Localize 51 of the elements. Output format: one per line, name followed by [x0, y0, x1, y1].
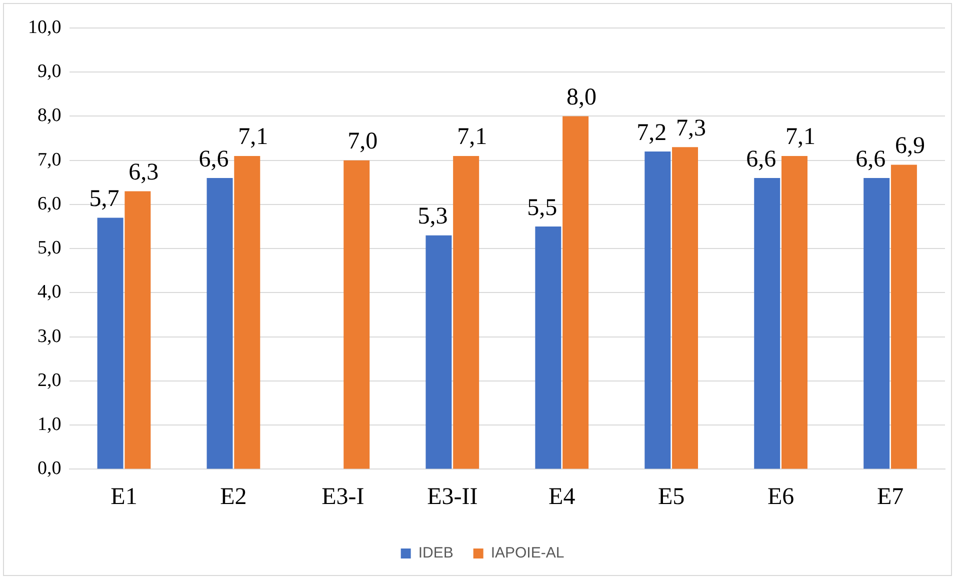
bar	[672, 147, 698, 469]
y-tick-label: 6,0	[38, 193, 62, 214]
data-label: 7,0	[348, 128, 378, 155]
data-label: 6,6	[198, 146, 229, 172]
data-label: 7,2	[636, 120, 667, 146]
bar	[124, 191, 151, 469]
data-label: 5,3	[418, 204, 448, 230]
y-tick-label: 9,0	[38, 61, 62, 82]
legend-label: IAPOIE-AL	[490, 544, 564, 562]
x-tick-label: E5	[658, 484, 685, 510]
bar	[562, 116, 589, 469]
bar	[206, 178, 233, 469]
bar	[864, 178, 890, 469]
y-tick-label: 3,0	[38, 326, 62, 347]
bar	[890, 164, 917, 469]
y-tick-label: 4,0	[38, 282, 62, 303]
data-label: 7,1	[457, 124, 488, 150]
x-tick-label: E3-I	[322, 484, 364, 510]
x-tick-label: E4	[548, 484, 576, 510]
bar	[754, 178, 780, 469]
data-label: 6,9	[894, 133, 925, 160]
x-tick-label: E1	[110, 484, 138, 510]
x-tick-label: E6	[767, 484, 794, 510]
data-label: 5,5	[527, 194, 558, 221]
data-label: 7,1	[785, 124, 816, 150]
data-label: 7,3	[676, 115, 706, 142]
y-tick-label: 0,0	[38, 458, 62, 480]
bar	[453, 156, 480, 469]
bar	[644, 152, 671, 469]
y-tick-label: 7,0	[38, 149, 62, 170]
x-tick-label: E3-II	[427, 484, 478, 510]
data-label: 8,0	[566, 84, 597, 111]
data-label: 6,6	[856, 146, 886, 172]
data-label: 7,1	[238, 124, 268, 150]
y-tick-label: 1,0	[38, 414, 62, 436]
bar	[426, 235, 452, 469]
x-tick-label: E2	[220, 484, 247, 510]
bar	[97, 218, 124, 469]
legend-label: IDEB	[418, 544, 454, 562]
data-label: 6,6	[746, 146, 776, 172]
y-tick-label: 10,0	[28, 16, 62, 38]
bar	[535, 226, 562, 469]
bar	[781, 156, 808, 469]
y-tick-label: 2,0	[38, 370, 62, 391]
bar	[344, 160, 370, 469]
data-label: 5,7	[89, 186, 120, 212]
data-label: 6,3	[128, 160, 159, 186]
bar	[234, 156, 260, 469]
x-tick-label: E7	[876, 484, 904, 510]
y-tick-label: 8,0	[38, 105, 62, 126]
y-tick-label: 5,0	[38, 238, 62, 259]
